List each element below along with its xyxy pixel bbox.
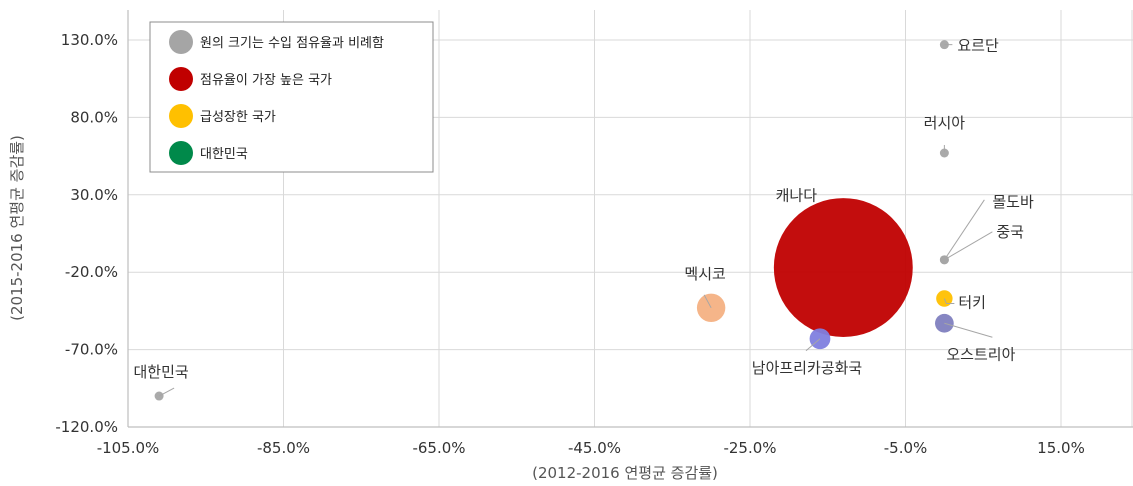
x-tick-label: -25.0% (723, 439, 776, 457)
leader-line (943, 199, 985, 261)
legend-label: 대한민국 (200, 147, 248, 162)
x-tick-label: -45.0% (568, 439, 621, 457)
point-label: 중국 (996, 223, 1024, 241)
legend-marker (169, 67, 193, 91)
y-tick-label: 130.0% (61, 31, 118, 49)
legend-marker (169, 141, 193, 165)
x-tick-label: -85.0% (257, 439, 310, 457)
bubble (154, 391, 164, 401)
bubble (773, 198, 913, 338)
leader-line (944, 231, 993, 261)
point-label: 몰도바 (992, 193, 1034, 211)
x-axis-title: (2012-2016 연평균 증감률) (532, 464, 718, 482)
leader-line (944, 322, 993, 338)
leader-line (703, 294, 712, 309)
x-tick-label: -105.0% (97, 439, 160, 457)
bubble (939, 148, 949, 158)
leader-line (805, 338, 821, 352)
x-tick-label: 15.0% (1037, 439, 1085, 457)
legend-label: 원의 크기는 수입 점유율과 비례함 (200, 36, 384, 51)
y-tick-label: 80.0% (70, 108, 118, 126)
point-label: 남아프리카공화국 (752, 359, 863, 377)
leader-line (158, 387, 175, 397)
y-tick-label: -120.0% (55, 418, 118, 436)
point-label: 캐나다 (776, 187, 818, 205)
x-tick-label: -65.0% (412, 439, 465, 457)
legend-box (149, 21, 434, 173)
point-label: 터키 (958, 294, 986, 312)
legend-marker (169, 30, 193, 54)
axes: -105.0% -85.0% -65.0% -45.0% -25.0% -5.0% 15.0… (55, 10, 1133, 457)
point-label: 대한민국 (133, 363, 188, 381)
x-tick-label: -5.0% (884, 439, 928, 457)
legend-marker (169, 104, 193, 128)
legend-label: 급성장한 국가 (200, 110, 276, 125)
y-tick-label: -20.0% (65, 263, 118, 281)
point-label: 요르단 (957, 37, 999, 55)
leader-line (943, 298, 955, 305)
y-tick-label: -70.0% (65, 341, 118, 359)
point-label: 멕시코 (684, 265, 725, 283)
legend-label: 점유율이 가장 높은 국가 (200, 73, 332, 88)
point-label: 오스트리아 (946, 345, 1015, 363)
point-label: 러시아 (924, 114, 966, 132)
y-tick-label: 30.0% (70, 186, 118, 204)
y-axis-title: (2015-2016 연평균 증감률) (8, 135, 26, 321)
